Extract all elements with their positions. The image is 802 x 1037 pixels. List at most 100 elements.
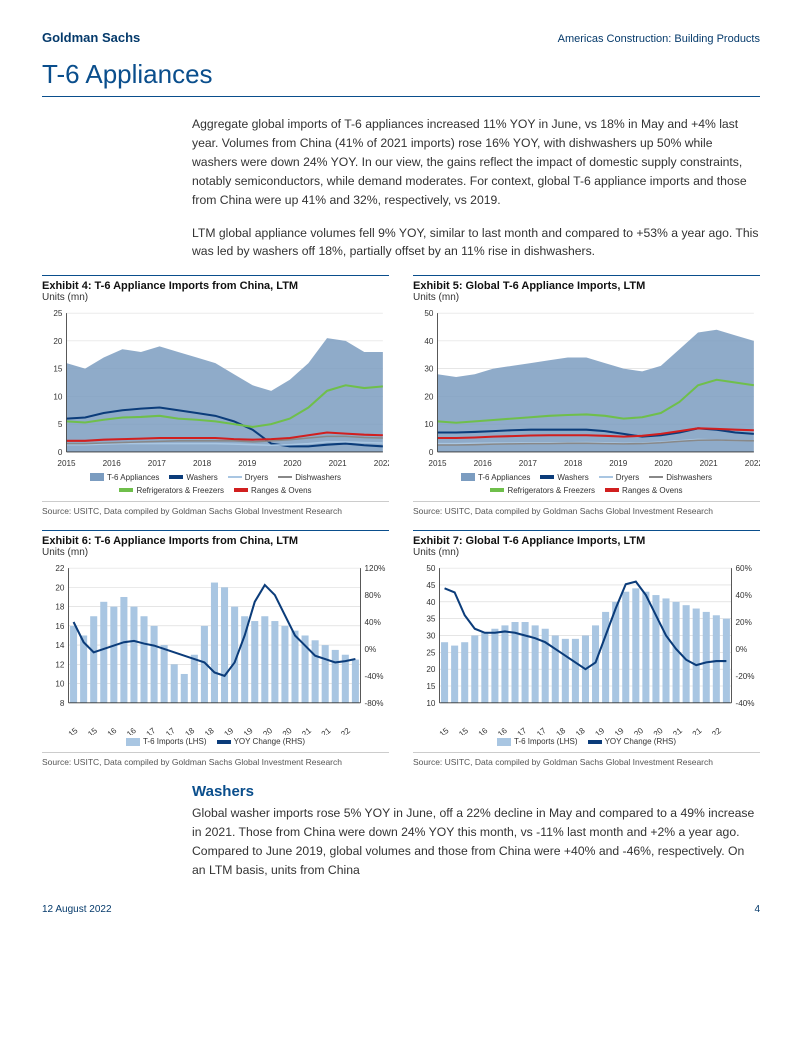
- footer-date: 12 August 2022: [42, 904, 112, 915]
- exhibit-5-title: Exhibit 5: Global T-6 Appliance Imports,…: [413, 275, 760, 292]
- exhibit-4-chart: 0510152025201520162017201820192020202120…: [42, 307, 389, 470]
- legend-yoy-b: YOY Change (RHS): [605, 737, 676, 746]
- exhibit-5-source: Source: USITC, Data compiled by Goldman …: [413, 501, 760, 516]
- svg-text:0%: 0%: [365, 645, 377, 654]
- svg-text:2015: 2015: [428, 460, 447, 469]
- svg-text:8: 8: [60, 699, 65, 708]
- exhibit-7-source: Source: USITC, Data compiled by Goldman …: [413, 752, 760, 767]
- svg-text:2015: 2015: [57, 460, 76, 469]
- legend-dish-b: Dishwashers: [666, 473, 712, 482]
- svg-text:2022: 2022: [745, 460, 760, 469]
- legend-dryers: Dryers: [245, 473, 269, 482]
- svg-text:0%: 0%: [736, 645, 748, 654]
- legend-bars-b: T-6 Imports (LHS): [514, 737, 578, 746]
- svg-text:2021: 2021: [329, 460, 348, 469]
- legend-bars: T-6 Imports (LHS): [143, 737, 207, 746]
- svg-text:2019: 2019: [609, 460, 628, 469]
- exhibit-4-source: Source: USITC, Data compiled by Goldman …: [42, 501, 389, 516]
- svg-text:2017: 2017: [519, 460, 538, 469]
- svg-text:2017: 2017: [148, 460, 167, 469]
- legend-dish: Dishwashers: [295, 473, 341, 482]
- svg-text:2020: 2020: [283, 460, 302, 469]
- exhibit-4-title: Exhibit 4: T-6 Appliance Imports from Ch…: [42, 275, 389, 292]
- exhibit-5-chart: 0102030405020152016201720182019202020212…: [413, 307, 760, 470]
- svg-text:10: 10: [55, 679, 65, 688]
- paragraph-2: LTM global appliance volumes fell 9% YOY…: [192, 224, 760, 262]
- legend-washers-b: Washers: [557, 473, 588, 482]
- exhibit-5: Exhibit 5: Global T-6 Appliance Imports,…: [413, 275, 760, 515]
- legend-washers: Washers: [186, 473, 217, 482]
- exhibit-4: Exhibit 4: T-6 Appliance Imports from Ch…: [42, 275, 389, 515]
- svg-text:80%: 80%: [365, 591, 381, 600]
- footer: 12 August 2022 4: [42, 904, 760, 915]
- paragraph-1: Aggregate global imports of T-6 applianc…: [192, 115, 760, 210]
- svg-text:-40%: -40%: [736, 699, 755, 708]
- svg-text:20: 20: [53, 337, 63, 346]
- svg-text:Jun-15: Jun-15: [426, 725, 451, 735]
- svg-text:10: 10: [426, 699, 436, 708]
- exhibit-4-subtitle: Units (mn): [42, 292, 389, 303]
- exhibit-7-subtitle: Units (mn): [413, 547, 760, 558]
- paragraph-3: Global washer imports rose 5% YOY in Jun…: [192, 804, 760, 880]
- svg-text:2021: 2021: [700, 460, 719, 469]
- exhibit-6-subtitle: Units (mn): [42, 547, 389, 558]
- svg-text:-40%: -40%: [365, 672, 384, 681]
- header: Goldman Sachs Americas Construction: Bui…: [42, 30, 760, 45]
- svg-text:30: 30: [426, 631, 436, 640]
- svg-text:2019: 2019: [238, 460, 257, 469]
- exhibit-7-legend: T-6 Imports (LHS) YOY Change (RHS): [413, 737, 760, 746]
- svg-text:35: 35: [426, 614, 436, 623]
- svg-text:0: 0: [429, 448, 434, 457]
- svg-text:12: 12: [55, 660, 65, 669]
- svg-text:50: 50: [426, 564, 436, 573]
- svg-text:60%: 60%: [736, 564, 752, 573]
- sector-label: Americas Construction: Building Products: [558, 33, 760, 45]
- legend-ranges-b: Ranges & Ovens: [622, 486, 682, 495]
- svg-text:15: 15: [426, 682, 436, 691]
- svg-text:10: 10: [53, 393, 63, 402]
- exhibit-7: Exhibit 7: Global T-6 Appliance Imports,…: [413, 530, 760, 768]
- legend-fridge-b: Refrigerators & Freezers: [507, 486, 595, 495]
- exhibit-4-legend: T-6 Appliances Washers Dryers Dishwasher…: [42, 473, 389, 495]
- svg-text:30: 30: [424, 365, 434, 374]
- exhibit-7-chart: 101520253035404550-40%-20%0%20%40%60%Jun…: [413, 562, 760, 736]
- svg-text:10: 10: [424, 421, 434, 430]
- svg-text:120%: 120%: [365, 564, 386, 573]
- page-title: T-6 Appliances: [42, 59, 760, 97]
- svg-text:5: 5: [58, 421, 63, 430]
- svg-text:18: 18: [55, 602, 65, 611]
- svg-text:20: 20: [55, 583, 65, 592]
- svg-text:20: 20: [424, 393, 434, 402]
- brand: Goldman Sachs: [42, 30, 140, 45]
- exhibit-6-legend: T-6 Imports (LHS) YOY Change (RHS): [42, 737, 389, 746]
- svg-text:14: 14: [55, 641, 65, 650]
- svg-text:40: 40: [426, 597, 436, 606]
- legend-yoy: YOY Change (RHS): [234, 737, 305, 746]
- legend-ranges: Ranges & Ovens: [251, 486, 311, 495]
- exhibit-5-subtitle: Units (mn): [413, 292, 760, 303]
- svg-text:40%: 40%: [365, 618, 381, 627]
- legend-t6-b: T-6 Appliances: [478, 473, 530, 482]
- svg-text:45: 45: [426, 581, 436, 590]
- svg-text:2016: 2016: [103, 460, 122, 469]
- svg-text:25: 25: [426, 648, 436, 657]
- svg-text:Jun-15: Jun-15: [55, 725, 80, 735]
- svg-text:25: 25: [53, 310, 63, 319]
- svg-text:40: 40: [424, 337, 434, 346]
- svg-text:15: 15: [53, 365, 63, 374]
- legend-fridge: Refrigerators & Freezers: [136, 486, 224, 495]
- svg-text:22: 22: [55, 564, 65, 573]
- svg-text:-80%: -80%: [365, 699, 384, 708]
- svg-text:20%: 20%: [736, 618, 752, 627]
- svg-text:50: 50: [424, 310, 434, 319]
- exhibit-5-legend: T-6 Appliances Washers Dryers Dishwasher…: [413, 473, 760, 495]
- svg-text:2022: 2022: [374, 460, 389, 469]
- exhibit-6: Exhibit 6: T-6 Appliance Imports from Ch…: [42, 530, 389, 768]
- exhibit-6-source: Source: USITC, Data compiled by Goldman …: [42, 752, 389, 767]
- legend-t6: T-6 Appliances: [107, 473, 159, 482]
- exhibit-7-title: Exhibit 7: Global T-6 Appliance Imports,…: [413, 530, 760, 547]
- svg-text:0: 0: [58, 448, 63, 457]
- subsection-washers-title: Washers: [192, 783, 760, 800]
- svg-text:20: 20: [426, 665, 436, 674]
- svg-text:-20%: -20%: [736, 672, 755, 681]
